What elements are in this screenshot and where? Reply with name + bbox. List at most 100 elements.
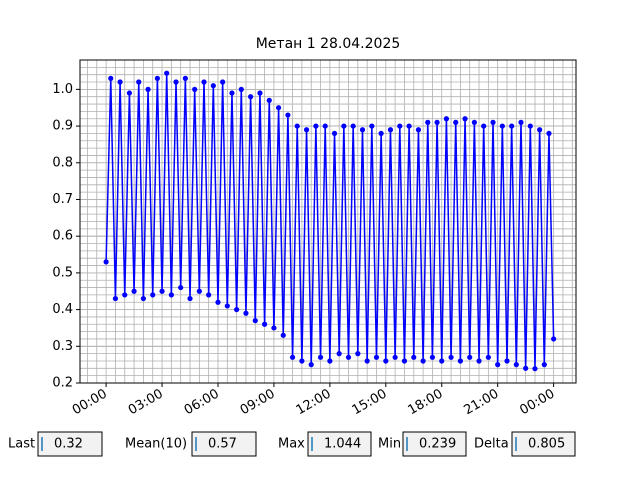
data-point xyxy=(262,321,268,327)
data-point xyxy=(453,119,459,125)
data-point xyxy=(425,119,431,125)
y-tick-label: 0.6 xyxy=(52,229,73,244)
data-point xyxy=(196,288,202,294)
data-point xyxy=(457,358,463,364)
data-point xyxy=(145,86,151,92)
stat-value: 0.805 xyxy=(528,437,565,452)
data-point xyxy=(383,358,389,364)
y-tick-label: 0.5 xyxy=(52,265,73,280)
data-point xyxy=(257,90,263,96)
data-point xyxy=(378,130,384,137)
x-tick-label: 00:00 xyxy=(70,387,110,419)
data-point xyxy=(182,75,188,81)
data-point xyxy=(467,354,473,360)
data-point xyxy=(210,83,216,89)
data-point xyxy=(495,362,501,368)
y-tick-label: 0.9 xyxy=(52,119,73,134)
data-point xyxy=(359,127,366,133)
y-tick-label: 0.7 xyxy=(52,192,73,207)
data-point xyxy=(490,119,496,125)
data-point xyxy=(364,358,370,364)
x-tick-label: 12:00 xyxy=(294,387,334,419)
plot-frame xyxy=(79,59,577,384)
y-tick-label: 0.8 xyxy=(52,155,73,170)
data-point xyxy=(448,354,454,360)
data-point xyxy=(280,332,286,338)
x-tick-label: 09:00 xyxy=(238,387,278,419)
stat-box xyxy=(191,431,257,457)
data-point xyxy=(154,75,160,81)
stat-label: Mean(10) xyxy=(125,437,187,452)
data-point xyxy=(322,123,328,129)
data-point xyxy=(439,358,445,364)
data-point xyxy=(551,336,557,342)
data-point xyxy=(401,358,408,364)
data-point xyxy=(471,119,477,125)
stat-value: 0.239 xyxy=(419,437,456,452)
data-point xyxy=(131,288,137,294)
data-point xyxy=(201,79,207,85)
x-tick-label: 06:00 xyxy=(182,387,222,419)
data-point xyxy=(159,288,165,294)
data-point xyxy=(248,94,254,100)
data-point xyxy=(178,284,184,291)
x-tick-label: 15:00 xyxy=(350,387,390,419)
data-point xyxy=(527,123,533,129)
data-point xyxy=(215,299,221,305)
data-point xyxy=(532,366,538,372)
data-point xyxy=(341,123,347,129)
data-point xyxy=(518,119,524,125)
data-point xyxy=(481,123,487,129)
data-point xyxy=(331,130,338,137)
data-point xyxy=(513,362,519,368)
data-point xyxy=(369,123,375,129)
chart-title: Метан 1 28.04.2025 xyxy=(256,36,401,52)
stat-label: Last xyxy=(8,437,35,452)
data-point xyxy=(150,292,156,298)
y-tick-label: 0.2 xyxy=(52,376,73,391)
data-point xyxy=(299,358,305,364)
data-point xyxy=(308,362,314,368)
data-point xyxy=(108,75,114,81)
stat-box xyxy=(511,431,576,457)
data-point xyxy=(112,295,119,302)
data-point xyxy=(168,292,174,298)
stat-label: Min xyxy=(378,437,401,452)
data-point xyxy=(234,306,240,313)
stat-box xyxy=(402,431,467,457)
x-tick-label: 03:00 xyxy=(126,387,166,419)
y-tick-label: 0.3 xyxy=(52,339,73,354)
data-point xyxy=(173,79,179,85)
data-point xyxy=(355,351,361,357)
data-point xyxy=(126,90,133,96)
stat-box xyxy=(307,431,372,457)
data-point xyxy=(252,318,258,324)
y-tick-label: 1.0 xyxy=(52,82,73,97)
data-point xyxy=(164,70,170,76)
stat-label: Max xyxy=(278,437,305,452)
data-point xyxy=(229,90,235,96)
y-tick-label: 0.4 xyxy=(52,302,73,317)
data-point xyxy=(103,259,109,265)
data-point xyxy=(541,362,547,368)
data-point xyxy=(285,112,291,118)
data-point xyxy=(294,123,300,129)
data-point xyxy=(136,79,142,85)
x-tick-label: 00:00 xyxy=(517,387,557,419)
data-point xyxy=(476,358,482,364)
data-point xyxy=(313,123,319,129)
data-point xyxy=(220,79,226,85)
data-point xyxy=(192,86,198,92)
data-point xyxy=(546,130,552,137)
data-point xyxy=(275,105,282,111)
x-tick-label: 21:00 xyxy=(461,387,501,419)
data-point xyxy=(387,127,394,133)
data-point xyxy=(537,127,543,133)
data-point xyxy=(140,295,146,302)
data-point xyxy=(420,358,426,364)
stat-label: Delta xyxy=(474,437,509,452)
stat-value: 1.044 xyxy=(324,437,361,452)
data-point xyxy=(406,123,412,129)
data-point xyxy=(345,354,352,360)
data-point xyxy=(243,310,249,316)
